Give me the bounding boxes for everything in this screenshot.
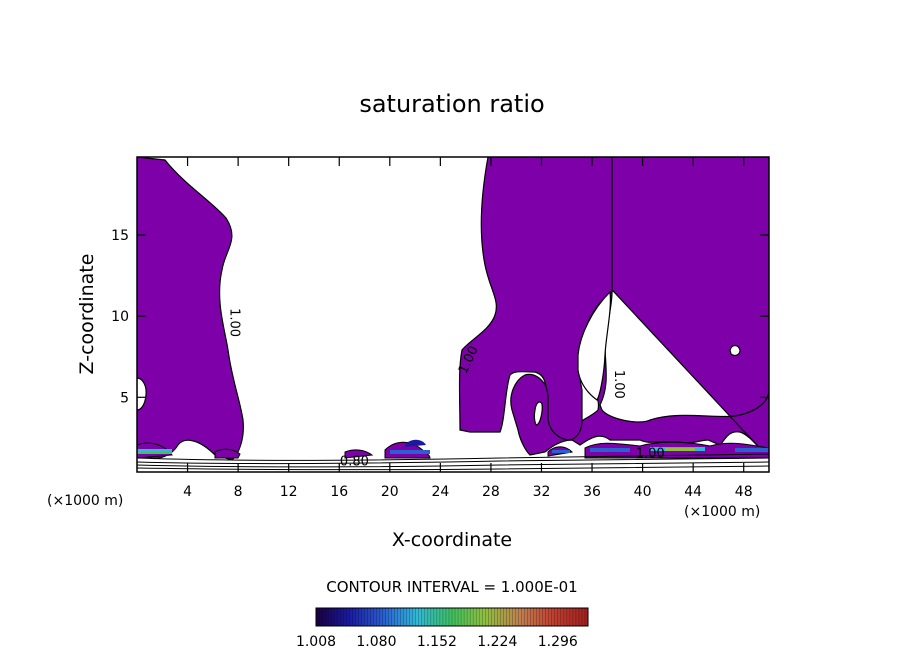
surface-patches <box>137 439 769 459</box>
ground-contours <box>137 453 769 471</box>
x-unit-left: (×1000 m) <box>47 493 123 509</box>
x-tick-label: 24 <box>431 484 449 500</box>
x-tick-label: 8 <box>234 484 243 500</box>
supersaturation-region-left <box>137 157 244 461</box>
supersaturation-region-center <box>458 157 613 441</box>
y-tick-label: 5 <box>120 390 129 406</box>
x-tick-label: 36 <box>583 484 601 500</box>
colorbar-gradient <box>316 608 588 626</box>
x-axis-label: X-coordinate <box>392 529 512 551</box>
contour-label: 0.80 <box>340 455 369 470</box>
x-tick-label: 48 <box>735 484 753 500</box>
x-tick-label: 20 <box>381 484 399 500</box>
x-tick-label: 4 <box>183 484 192 500</box>
colorbar-label: 1.008 <box>296 634 336 650</box>
y-tick-label: 10 <box>111 309 129 325</box>
x-tick-label: 40 <box>634 484 652 500</box>
subsaturated-hole-4 <box>137 377 147 411</box>
x-tick-label: 32 <box>533 484 551 500</box>
y-axis-label: Z-coordinate <box>76 254 98 375</box>
x-tick-label: 28 <box>482 484 500 500</box>
colorbar <box>315 607 589 627</box>
contour-label: 1.00 <box>636 446 665 461</box>
y-axis: 5 10 15 <box>111 228 769 406</box>
contour-label: 1.00 <box>611 370 626 399</box>
colorbar-labels: 1.008 1.080 1.152 1.224 1.296 <box>296 634 578 650</box>
x-tick-label: 16 <box>330 484 348 500</box>
colorbar-label: 1.080 <box>356 634 396 650</box>
subsaturated-hole-2 <box>533 401 543 426</box>
x-tick-label: 44 <box>684 484 702 500</box>
plot-frame <box>136 156 770 473</box>
x-tick-label: 12 <box>280 484 298 500</box>
contour-label: 1.00 <box>227 308 242 337</box>
contour-interval-label: CONTOUR INTERVAL = 1.000E-01 <box>326 578 577 596</box>
plot-area <box>137 157 769 471</box>
subsaturated-hole-3 <box>729 344 741 356</box>
colorbar-label: 1.224 <box>477 634 517 650</box>
subsaturated-hole-1 <box>577 290 612 401</box>
chart-title: saturation ratio <box>359 90 544 118</box>
x-unit-right: (×1000 m) <box>684 504 760 520</box>
y-tick-label: 15 <box>111 228 129 244</box>
colorbar-label: 1.152 <box>417 634 457 650</box>
colorbar-label: 1.296 <box>538 634 578 650</box>
x-axis: 4 8 12 16 20 24 28 32 36 40 44 48 <box>183 157 753 500</box>
